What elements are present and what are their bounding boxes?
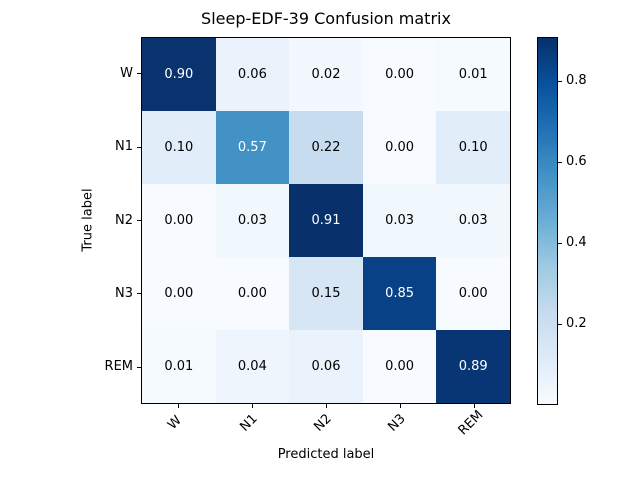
y-tick-label: N3 bbox=[115, 285, 133, 301]
matrix-cell: 0.10 bbox=[142, 111, 216, 184]
matrix-cell: 0.85 bbox=[362, 257, 437, 330]
chart-title: Sleep-EDF-39 Confusion matrix bbox=[201, 9, 451, 28]
y-tick-mark bbox=[137, 220, 141, 221]
matrix-cell: 0.03 bbox=[362, 184, 437, 257]
x-tick-mark bbox=[177, 404, 179, 408]
matrix-cell: 0.15 bbox=[289, 257, 363, 330]
colorbar bbox=[537, 37, 558, 405]
matrix-cell: 0.89 bbox=[436, 330, 510, 403]
matrix-cell: 0.06 bbox=[215, 38, 290, 111]
x-tick-mark bbox=[325, 404, 327, 408]
colorbar-tick-mark bbox=[558, 323, 562, 325]
y-tick-mark bbox=[137, 293, 141, 295]
y-tick-mark bbox=[137, 146, 141, 148]
matrix-cell: 0.00 bbox=[142, 257, 216, 330]
x-tick-mark bbox=[251, 404, 253, 408]
matrix-cell: 0.00 bbox=[362, 111, 437, 184]
y-tick-label: N2 bbox=[115, 212, 133, 228]
matrix-cell: 0.03 bbox=[436, 184, 510, 257]
y-tick-mark bbox=[137, 73, 141, 75]
matrix-cell: 0.06 bbox=[289, 330, 363, 403]
colorbar-tick-mark bbox=[558, 80, 562, 82]
matrix-cell: 0.57 bbox=[215, 111, 290, 184]
colorbar-tick-label: 0.8 bbox=[566, 73, 587, 89]
matrix-cell: 0.02 bbox=[289, 38, 363, 111]
x-tick-label: REM bbox=[455, 407, 487, 439]
matrix-cell: 0.04 bbox=[215, 330, 290, 403]
x-tick-mark bbox=[399, 404, 401, 408]
matrix-cell: 0.90 bbox=[142, 38, 216, 111]
x-tick-label: N3 bbox=[385, 411, 409, 435]
x-tick-mark bbox=[473, 404, 475, 408]
y-tick-label: REM bbox=[104, 359, 133, 375]
matrix-cell: 0.03 bbox=[215, 184, 290, 257]
colorbar-tick-mark bbox=[558, 161, 562, 163]
heatmap-grid: 0.90 0.06 0.02 0.00 0.01 0.10 0.57 0.22 0.00 0.10… bbox=[141, 37, 511, 404]
matrix-cell: 0.00 bbox=[436, 257, 510, 330]
colorbar-tick-mark bbox=[558, 242, 562, 244]
colorbar-tick-label: 0.4 bbox=[566, 235, 587, 251]
colorbar-tick-label: 0.6 bbox=[566, 154, 587, 170]
y-tick-label: N1 bbox=[115, 139, 133, 155]
matrix-cell: 0.01 bbox=[142, 330, 216, 403]
x-axis-label: Predicted label bbox=[277, 447, 375, 462]
y-tick-mark bbox=[137, 366, 141, 368]
matrix-cell: 0.22 bbox=[289, 111, 363, 184]
matrix-cell: 0.00 bbox=[362, 330, 437, 403]
y-tick-label: W bbox=[120, 65, 133, 81]
x-tick-label: N2 bbox=[311, 411, 335, 435]
x-tick-label: W bbox=[165, 413, 185, 433]
matrix-cell: 0.91 bbox=[289, 184, 363, 257]
matrix-cell: 0.00 bbox=[362, 38, 437, 111]
matrix-cell: 0.00 bbox=[215, 257, 290, 330]
colorbar-tick-label: 0.2 bbox=[566, 316, 587, 332]
matrix-cell: 0.10 bbox=[436, 111, 510, 184]
matrix-cell: 0.01 bbox=[436, 38, 510, 111]
x-tick-label: N1 bbox=[237, 411, 261, 435]
matrix-cell: 0.00 bbox=[142, 184, 216, 257]
